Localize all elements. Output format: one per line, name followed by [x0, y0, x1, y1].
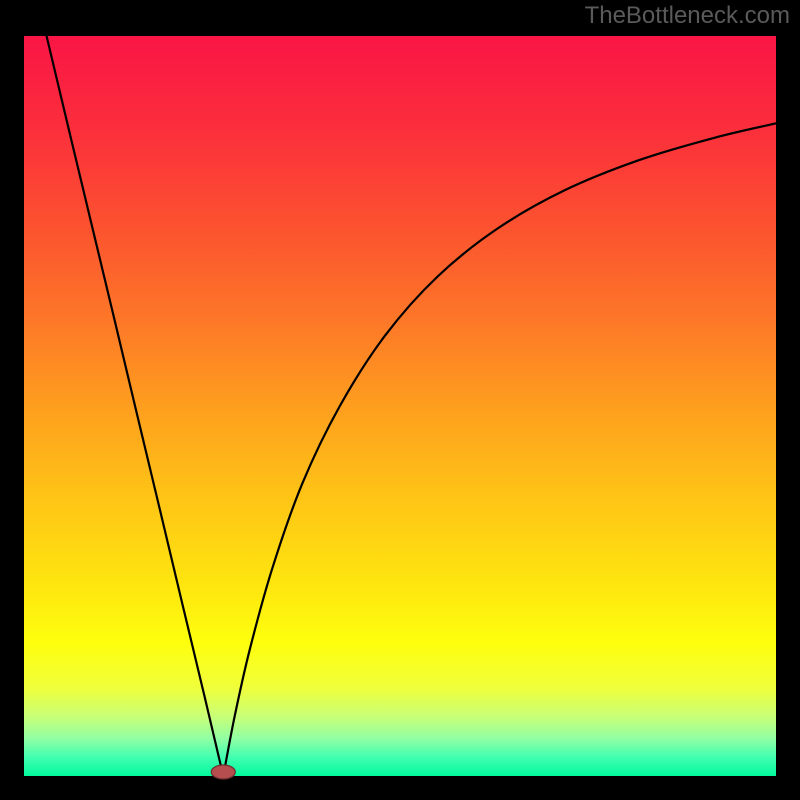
attribution-label: TheBottleneck.com [585, 2, 790, 30]
bottleneck-chart [0, 0, 800, 800]
plot-background [24, 36, 776, 776]
chart-container: TheBottleneck.com [0, 0, 800, 800]
cusp-marker [211, 765, 235, 779]
